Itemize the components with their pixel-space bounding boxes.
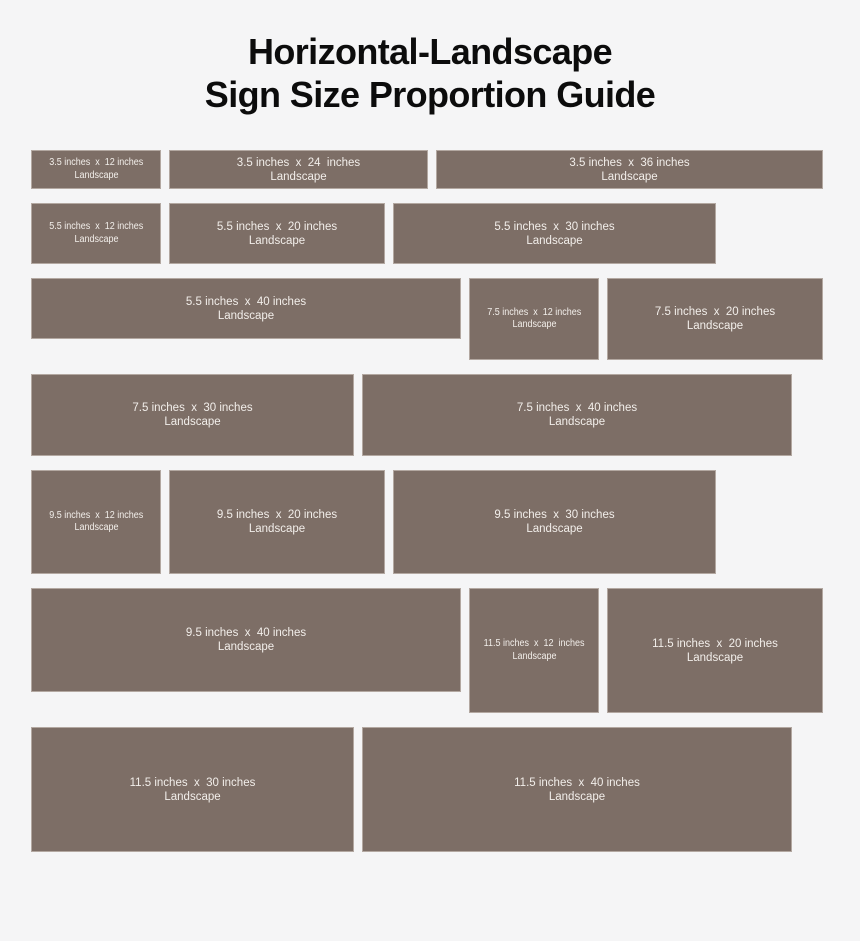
sign-orientation-label: Landscape [73, 522, 119, 534]
sign-orientation-label: Landscape [548, 790, 606, 803]
sign-tile: 11.5 inches x 40 inches Landscape [363, 728, 791, 852]
sign-orientation-label: Landscape [164, 790, 221, 803]
sign-orientation-label: Landscape [73, 233, 119, 245]
page-title-line1: Horizontal-Landscape [247, 31, 613, 72]
sign-tile: 11.5 inches x 12 inches Landscape [470, 589, 598, 713]
sign-size-label: 7.5 inches x 40 inches [516, 402, 638, 414]
sign-size-label: 3.5 inches x 36 inches [569, 156, 690, 169]
sign-tile: 9.5 inches x 12 inches Landscape [32, 471, 160, 574]
sign-size-label: 5.5 inches x 40 inches [185, 295, 307, 308]
sign-size-label: 11.5 inches x 12 inches [483, 638, 585, 650]
sign-orientation-label: Landscape [73, 169, 119, 181]
sign-orientation-label: Landscape [686, 320, 744, 333]
sign-orientation-label: Landscape [686, 651, 744, 664]
sign-orientation-label: Landscape [526, 234, 583, 247]
sign-row: 9.5 inches x 40 inches Landscape 11.5 inch… [32, 589, 860, 713]
sign-tile: 9.5 inches x 30 inches Landscape [394, 471, 715, 574]
sign-row: 9.5 inches x 12 inches Landscape 9.5 inche… [32, 471, 860, 574]
sign-tile: 5.5 inches x 12 inches Landscape [32, 204, 160, 264]
sign-orientation-label: Landscape [248, 234, 306, 247]
sign-orientation-label: Landscape [548, 416, 606, 429]
sign-tile: 5.5 inches x 20 inches Landscape [170, 204, 384, 264]
sign-orientation-label: Landscape [164, 416, 221, 429]
sign-row: 3.5 inches x 12 inches Landscape 3.5 inche… [32, 151, 860, 189]
sign-size-label: 7.5 inches x 20 inches [654, 306, 776, 318]
sign-orientation-label: Landscape [270, 170, 327, 183]
sign-size-label: 9.5 inches x 12 inches [48, 509, 144, 521]
page-header: Horizontal-Landscape Sign Size Proportio… [0, 30, 860, 116]
sign-size-label: 11.5 inches x 30 inches [129, 776, 256, 789]
sign-size-label: 11.5 inches x 40 inches [514, 776, 640, 789]
sign-row: 5.5 inches x 12 inches Landscape 5.5 inche… [32, 204, 860, 264]
sign-size-label: 3.5 inches x 12 inches [48, 157, 144, 169]
sign-size-label: 9.5 inches x 40 inches [185, 627, 307, 639]
sign-tile: 7.5 inches x 30 inches Landscape [32, 375, 353, 456]
sign-tile: 11.5 inches x 20 inches Landscape [608, 589, 822, 713]
sign-tile: 3.5 inches x 24 inches Landscape [170, 151, 427, 189]
sign-tile: 11.5 inches x 30 inches Landscape [32, 728, 353, 852]
page-title-line2: Sign Size Proportion Guide [204, 74, 656, 116]
sign-size-label: 11.5 inches x 20 inches [652, 637, 778, 650]
sign-size-label: 7.5 inches x 12 inches [486, 306, 582, 318]
sign-orientation-label: Landscape [526, 523, 583, 536]
sign-tile: 5.5 inches x 40 inches Landscape [32, 279, 460, 339]
sign-tile: 9.5 inches x 20 inches Landscape [170, 471, 384, 574]
sign-row: 7.5 inches x 30 inches Landscape 7.5 inche… [32, 375, 860, 456]
sign-tile: 9.5 inches x 40 inches Landscape [32, 589, 460, 692]
sign-tile: 7.5 inches x 12 inches Landscape [470, 279, 598, 360]
sign-orientation-label: Landscape [511, 319, 557, 331]
sign-tile: 5.5 inches x 30 inches Landscape [394, 204, 715, 264]
sign-tile: 7.5 inches x 40 inches Landscape [363, 375, 791, 456]
sign-size-label: 3.5 inches x 24 inches [236, 156, 361, 169]
sign-orientation-label: Landscape [511, 650, 557, 662]
page-title: Horizontal-Landscape Sign Size Proportio… [0, 30, 860, 116]
sign-size-label: 7.5 inches x 30 inches [132, 402, 253, 414]
sign-orientation-label: Landscape [248, 523, 306, 536]
sign-orientation-label: Landscape [601, 170, 658, 183]
sign-size-label: 5.5 inches x 12 inches [48, 221, 144, 233]
sign-orientation-label: Landscape [217, 641, 275, 654]
sign-grid: 3.5 inches x 12 inches Landscape 3.5 inche… [32, 151, 860, 852]
sign-tile: 7.5 inches x 20 inches Landscape [608, 279, 822, 360]
sign-size-label: 9.5 inches x 30 inches [494, 509, 615, 521]
sign-tile: 3.5 inches x 36 inches Landscape [437, 151, 822, 189]
sign-size-label: 5.5 inches x 30 inches [494, 220, 615, 233]
sign-size-label: 9.5 inches x 20 inches [216, 509, 338, 521]
sign-size-label: 5.5 inches x 20 inches [216, 220, 338, 233]
sign-row: 11.5 inches x 30 inches Landscape 11.5 inc… [32, 728, 860, 852]
sign-row: 5.5 inches x 40 inches Landscape 7.5 inche… [32, 279, 860, 360]
sign-orientation-label: Landscape [217, 309, 275, 322]
sign-tile: 3.5 inches x 12 inches Landscape [32, 151, 160, 189]
